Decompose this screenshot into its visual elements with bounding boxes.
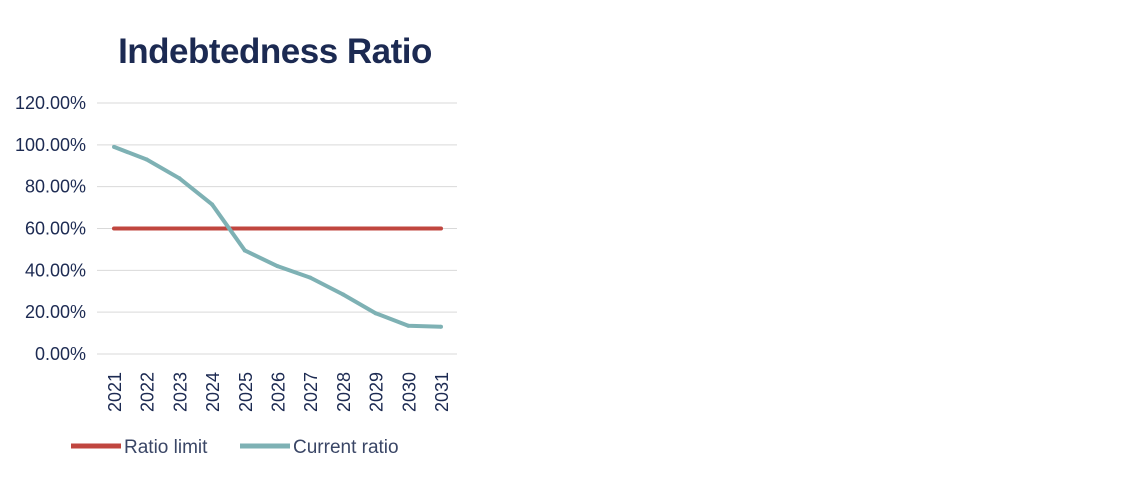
series-lines: [112, 144, 443, 329]
data-point: [144, 226, 149, 231]
series-line-current-ratio: [113, 145, 442, 329]
data-point: [275, 264, 280, 269]
legend-item-current-ratio: Current ratio: [240, 437, 399, 458]
x-tick-label: 2028: [334, 372, 354, 412]
data-point: [112, 144, 116, 149]
data-point: [308, 275, 313, 280]
data-point: [144, 157, 149, 162]
data-point: [177, 176, 182, 181]
legend-label: Ratio limit: [124, 437, 208, 458]
x-tick-label: 2031: [432, 372, 452, 412]
x-tick-label: 2023: [170, 372, 190, 412]
legend-label: Current ratio: [293, 437, 399, 458]
data-point: [340, 292, 345, 297]
x-tick-label: 2026: [269, 372, 289, 412]
data-point: [439, 324, 443, 329]
data-point: [406, 323, 411, 328]
legend: Ratio limit Current ratio: [71, 437, 399, 458]
y-tick-label: 80.00%: [25, 177, 86, 197]
data-point: [210, 202, 215, 207]
y-tick-label: 20.00%: [25, 302, 86, 322]
data-point: [308, 226, 313, 231]
y-tick-label: 120.00%: [15, 93, 86, 113]
x-axis-tick-labels: 2021 2022 2023 2024 2025 2026 2027 2028 2029 2030…: [105, 372, 452, 412]
x-tick-label: 2027: [301, 372, 321, 412]
y-tick-label: 40.00%: [25, 260, 86, 280]
chart-title: Indebtedness Ratio: [118, 32, 432, 71]
legend-item-ratio-limit: Ratio limit: [71, 437, 208, 458]
data-point: [177, 226, 182, 231]
y-tick-label: 0.00%: [35, 344, 86, 364]
x-tick-label: 2024: [203, 372, 223, 412]
x-tick-label: 2022: [138, 372, 158, 412]
y-tick-label: 60.00%: [25, 219, 86, 239]
data-point: [242, 248, 247, 253]
data-point: [112, 226, 116, 231]
data-point: [210, 226, 215, 231]
data-point: [373, 226, 378, 231]
x-tick-label: 2021: [105, 372, 125, 412]
y-tick-label: 100.00%: [15, 135, 86, 155]
data-point: [373, 311, 378, 316]
x-tick-label: 2029: [367, 372, 387, 412]
x-tick-label: 2030: [399, 372, 419, 412]
data-point: [406, 226, 411, 231]
y-axis-tick-labels: 0.00% 20.00% 40.00% 60.00% 80.00% 100.00% 120.…: [15, 93, 86, 364]
data-point: [340, 226, 345, 231]
x-tick-label: 2025: [236, 372, 256, 412]
data-point: [439, 226, 443, 231]
data-point: [242, 226, 247, 231]
data-point: [275, 226, 280, 231]
